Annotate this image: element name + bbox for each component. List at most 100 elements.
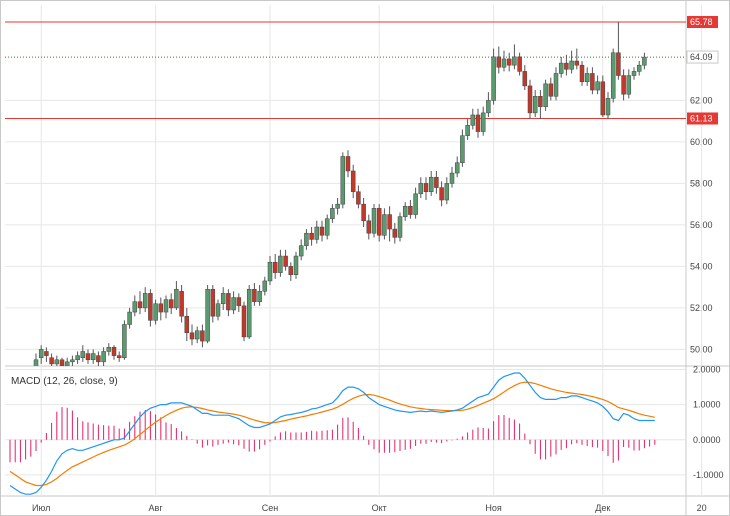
candle-down [590, 73, 595, 91]
time-tick-label: Авг [149, 503, 164, 513]
price-grid: 50.0052.0054.0056.0058.0060.0062.00 [5, 95, 713, 354]
candle-up [371, 208, 377, 234]
candle-up [231, 297, 236, 311]
candle-up [215, 303, 221, 317]
candle-down [376, 208, 382, 236]
candle-up [491, 56, 496, 101]
price-level-label: 61.13 [690, 113, 713, 123]
candle-down [241, 305, 247, 338]
candle-up [142, 293, 148, 309]
price-level-label: 65.78 [690, 17, 713, 27]
candle-up [262, 280, 268, 292]
candle-down [350, 170, 356, 192]
candle-down [517, 56, 522, 72]
candle-up [38, 349, 44, 358]
macd-title: MACD (12, 26, close, 9) [11, 376, 118, 387]
candle-up [278, 255, 283, 273]
time-tick-label: 20 [697, 503, 707, 513]
candle-down [158, 303, 164, 313]
candle-up [153, 303, 158, 321]
candle-up [220, 293, 226, 305]
candle-up [33, 359, 39, 366]
candle-down [184, 315, 190, 334]
candle-up [605, 98, 611, 116]
time-grid: Июл Авг Сен Окт Ноя Дек 20 [32, 5, 707, 513]
candle-up [257, 291, 262, 302]
candle-down [564, 62, 569, 70]
candle-down [148, 293, 153, 321]
candle-up [340, 156, 346, 205]
candle-down [439, 187, 444, 201]
candle-down [179, 291, 184, 317]
candle-down [548, 83, 554, 97]
candle-down [137, 301, 143, 309]
candle-up [486, 100, 491, 114]
candle-up [127, 311, 132, 325]
candle-down [272, 262, 278, 273]
candle-up [397, 216, 403, 238]
candle-up [444, 183, 450, 201]
candle-up [80, 351, 86, 358]
candle-down [345, 156, 351, 172]
price-level-tag [687, 16, 718, 29]
candle-up [174, 288, 179, 309]
candle-up [584, 73, 590, 83]
candle-up [304, 232, 309, 246]
time-tick-label: Дек [595, 503, 610, 513]
candle-down [96, 355, 101, 363]
candle-down [366, 220, 372, 234]
candle-up [70, 359, 75, 363]
candle-down [475, 114, 481, 132]
candle-up [314, 226, 320, 240]
candle-up [24, 372, 28, 374]
candle-up [569, 60, 574, 70]
candle-down [44, 351, 49, 356]
candle-down [408, 205, 413, 215]
candle-down [434, 176, 439, 188]
last-price-label: 64.09 [690, 52, 713, 62]
candle-down [387, 214, 392, 230]
candle-down [319, 226, 325, 236]
macd-tick-label: 2.0000 [693, 365, 721, 375]
candle-up [132, 301, 138, 313]
candle-up [54, 359, 60, 365]
candles [24, 21, 647, 374]
candle-up [298, 245, 304, 257]
macd-tick-label: 1.0000 [693, 400, 721, 410]
candle-down [288, 266, 294, 275]
candle-up [428, 176, 434, 192]
candle-down [283, 255, 288, 267]
candle-down [621, 75, 626, 95]
candle-up [449, 172, 455, 184]
macd-grid: 2.0000 1.0000 0.0000 -1.0000 [5, 365, 724, 480]
candle-down [527, 85, 533, 114]
candle-up [636, 64, 642, 72]
candle-up [532, 96, 538, 114]
candle-up [465, 125, 470, 136]
candle-down [574, 60, 580, 66]
candle-down [538, 96, 543, 107]
candle-up [418, 183, 424, 195]
candle-down [506, 58, 512, 66]
candle-up [460, 135, 465, 163]
candle-up [501, 58, 507, 68]
candle-down [496, 56, 502, 68]
candle-up [90, 353, 96, 361]
candle-up [402, 205, 408, 217]
candle-down [361, 203, 366, 222]
candle-up [330, 208, 335, 219]
candle-down [236, 297, 242, 307]
candle-down [210, 288, 216, 317]
candle-down [392, 228, 398, 238]
candle-up [163, 299, 169, 313]
candle-up [454, 162, 460, 174]
candle-up [610, 52, 616, 99]
candle-up [122, 324, 127, 358]
candle-up [205, 288, 210, 342]
candle-up [106, 347, 112, 352]
time-tick-label: Окт [372, 503, 387, 513]
candle-down [111, 347, 117, 356]
